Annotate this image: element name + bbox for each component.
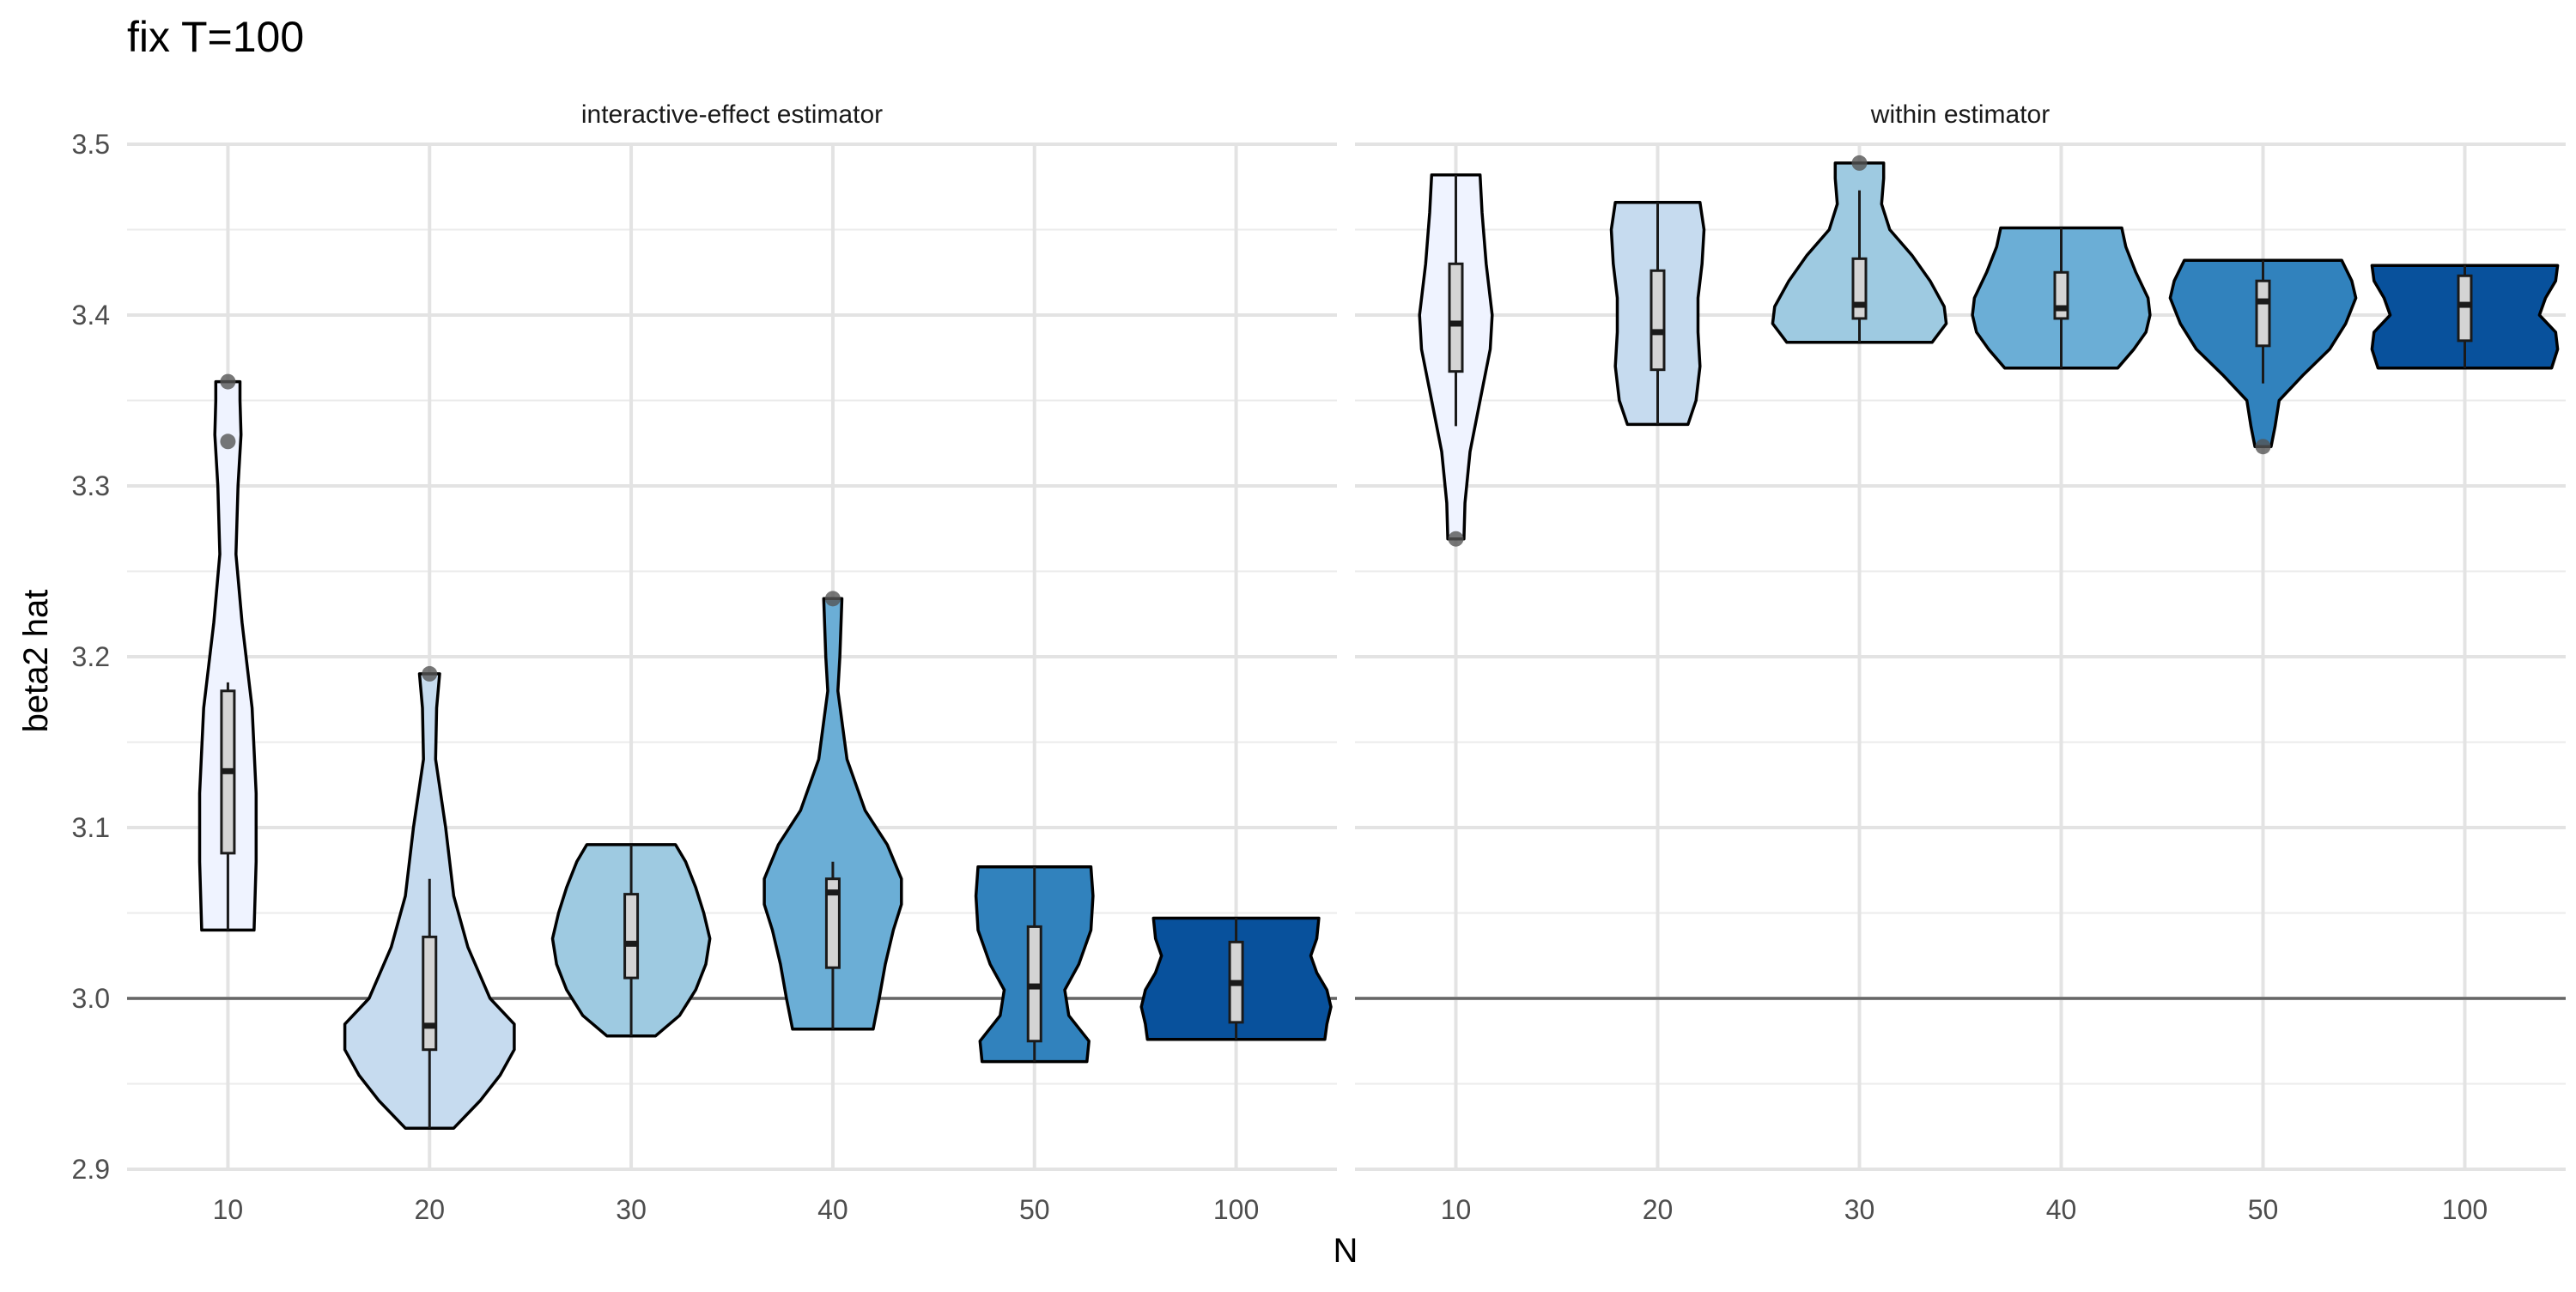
outlier-point: [2255, 439, 2271, 455]
marks-layer: [127, 155, 2566, 1130]
x-tick-label: 100: [1213, 1194, 1259, 1225]
x-tick-label: 50: [1019, 1194, 1050, 1225]
box-iqr: [1649, 269, 1666, 372]
x-tick-label: 100: [2442, 1194, 2488, 1225]
x-tick-label: 40: [817, 1194, 848, 1225]
violin-shape: [197, 379, 258, 932]
violin-group-n10: [1418, 173, 1494, 547]
violin-group-n40: [762, 591, 903, 1031]
box-iqr: [1448, 262, 1464, 373]
violin-group-n30: [1771, 155, 1948, 344]
y-tick-label: 3.5: [72, 129, 110, 160]
x-tick-label: 10: [213, 1194, 244, 1225]
y-tick-label: 3.3: [72, 470, 110, 501]
violin-group-n50: [974, 865, 1095, 1064]
x-tick-label: 10: [1441, 1194, 1472, 1225]
violin-shape: [762, 597, 903, 1031]
x-tick-label: 30: [1844, 1194, 1875, 1225]
x-tick-label: 30: [616, 1194, 647, 1225]
y-tick-label: 2.9: [72, 1154, 110, 1185]
y-tick-label: 3.4: [72, 300, 110, 331]
box-iqr: [623, 893, 640, 980]
outlier-point: [220, 434, 236, 450]
box-iqr: [824, 877, 841, 969]
strip-label-within: within estimator: [1870, 100, 2050, 129]
outlier-point: [422, 665, 438, 682]
violin-group-n40: [1971, 226, 2152, 370]
violin-group-n10: [197, 373, 258, 932]
violin-group-n50: [2168, 258, 2358, 455]
outlier-point: [220, 373, 236, 390]
x-tick-label: 20: [414, 1194, 445, 1225]
y-axis-label: beta2 hat: [17, 590, 55, 733]
box-iqr: [2457, 274, 2473, 343]
strip-label-interactive: interactive-effect estimator: [581, 100, 883, 129]
x-tick-label: 50: [2248, 1194, 2279, 1225]
box-iqr: [422, 935, 438, 1052]
x-tick-label: 20: [1643, 1194, 1674, 1225]
violin-group-n30: [550, 843, 712, 1038]
y-tick-label: 3.1: [72, 812, 110, 843]
chart-title: fix T=100: [127, 13, 304, 61]
y-tick-label: 3.0: [72, 983, 110, 1014]
box-iqr: [2255, 279, 2271, 348]
violin-group-n100: [1139, 916, 1333, 1041]
violin-group-n100: [2370, 264, 2560, 370]
x-axis-label: N: [1334, 1232, 1358, 1270]
box-iqr: [2053, 270, 2069, 320]
violin-group-n20: [343, 665, 516, 1130]
box-iqr: [1851, 257, 1868, 320]
outlier-point: [824, 591, 841, 607]
x-tick-label: 40: [2046, 1194, 2077, 1225]
violin-group-n20: [1609, 200, 1706, 427]
outlier-point: [1851, 155, 1868, 171]
y-tick-label: 3.2: [72, 641, 110, 672]
outlier-point: [1448, 531, 1464, 547]
